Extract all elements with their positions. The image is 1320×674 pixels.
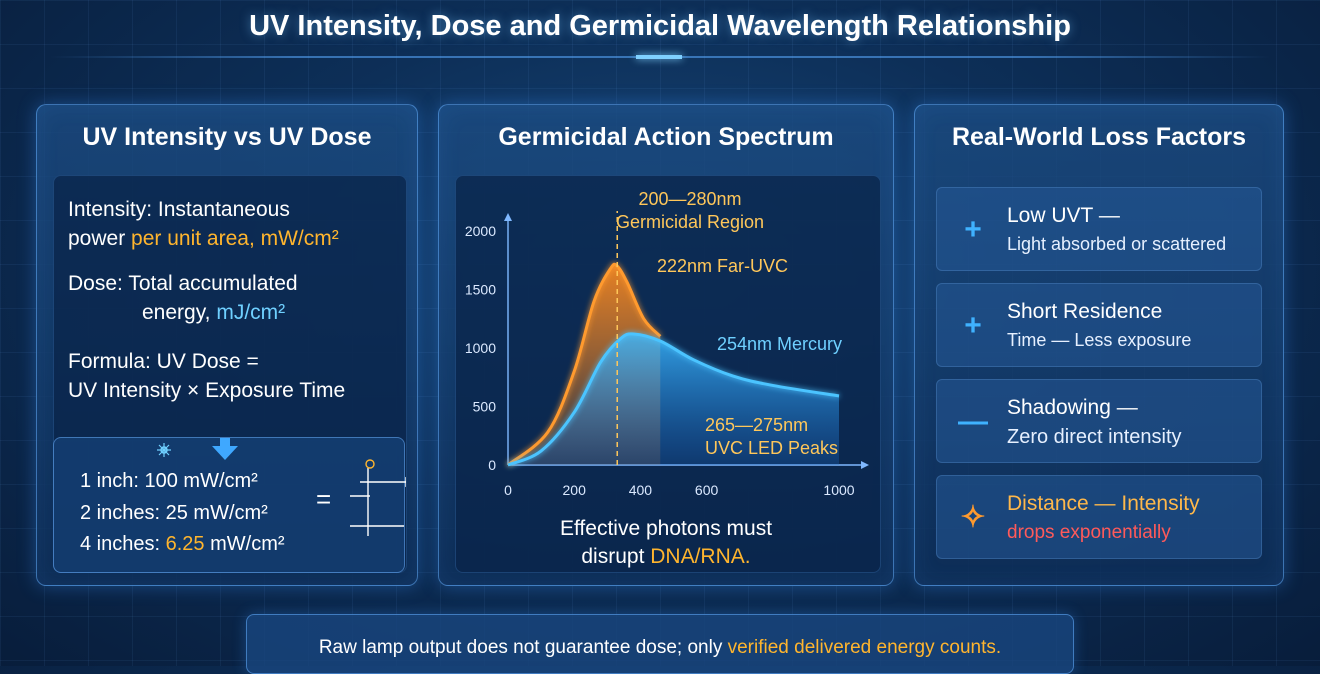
dose-prefix: energy, <box>142 301 217 324</box>
example-label: 1 inch: <box>80 470 145 492</box>
x-tick-label: 200 <box>563 482 587 498</box>
x-tick-label: 1000 <box>823 482 854 498</box>
spectrum-caption: Effective photons must disrupt DNA/RNA. <box>439 515 893 571</box>
y-tick-label: 1000 <box>465 340 496 356</box>
panel-loss-factors: Real-World Loss Factors + Low UVT — Ligh… <box>914 104 1284 586</box>
y-axis-arrow <box>504 213 512 221</box>
equals-sign: = <box>316 484 332 514</box>
x-tick-label: 0 <box>504 482 512 498</box>
panel-title: UV Intensity vs UV Dose <box>82 123 372 151</box>
intensity-prefix: power <box>68 227 132 250</box>
spark-icon: ✧ <box>960 501 986 534</box>
minus-icon: — <box>958 405 988 438</box>
example-value: 100 <box>144 470 178 492</box>
y-tick-label: 0 <box>488 457 496 473</box>
distance-example-box: 1 inch: 100 mW/cm² 2 inches: 25 mW/cm² 4… <box>53 437 406 573</box>
x-tick-label: 600 <box>695 482 719 498</box>
example-4-inches: 4 inches: 6.25 mW/cm² <box>80 533 285 556</box>
y-tick-label: 500 <box>473 399 497 415</box>
mercury-curve-area <box>508 333 839 465</box>
caption-prefix: disrupt <box>581 545 651 568</box>
factor-title: Short Residence <box>1007 300 1163 323</box>
bottom-highlight: verified delivered energy counts. <box>727 637 1002 658</box>
dose-unit: mJ/cm² <box>216 301 286 324</box>
factor-distance: ✧ Distance — Intensity drops exponential… <box>936 475 1262 559</box>
mercury-label: 254nm Mercury <box>717 334 843 354</box>
caption-line-1: Effective photons must <box>559 517 773 540</box>
formula-line-1: Formula: UV Dose = <box>68 350 259 373</box>
example-value: 25 <box>165 502 188 524</box>
panel-intensity-vs-dose: UV Intensity vs UV Dose Intensity: Insta… <box>36 104 418 586</box>
uvc-led-label: 265—275nm UVC LED Peaks <box>705 414 838 460</box>
factor-short-residence: + Short Residence Time — Less exposure <box>936 283 1262 367</box>
dose-line-1: Dose: Total accumulated <box>68 272 298 295</box>
bottom-prefix: Raw lamp output does not guarantee dose;… <box>318 637 728 658</box>
dose-definition: Dose: Total accumulated energy, mJ/cm² <box>68 269 298 327</box>
intensity-line-1: Intensity: Instantaneous <box>68 198 290 221</box>
far-uvc-label: 222nm Far-UVC <box>657 256 789 276</box>
panel-title: Real-World Loss Factors <box>951 123 1247 151</box>
plus-icon: + <box>964 309 982 342</box>
panel-title: Germicidal Action Spectrum <box>498 123 834 151</box>
x-tick-label: 400 <box>629 482 653 498</box>
example-label: 4 inches: <box>80 533 166 555</box>
y-tick-label: 2000 <box>465 223 496 239</box>
formula: Formula: UV Dose = UV Intensity × Exposu… <box>68 347 345 405</box>
bottom-message: Raw lamp output does not guarantee dose;… <box>247 637 1073 659</box>
factor-title: Low UVT — <box>1007 204 1120 227</box>
region-range: 200—280nm <box>638 189 742 209</box>
dose-line-2: energy, mJ/cm² <box>68 298 298 327</box>
chart-series <box>507 262 840 467</box>
factor-low-uvt: + Low UVT — Light absorbed or scattered <box>936 187 1262 271</box>
example-unit: mW/cm² <box>204 533 285 555</box>
plus-icon: + <box>964 213 982 246</box>
y-tick-label: 1500 <box>465 282 496 298</box>
page-title: UV Intensity, Dose and Germicidal Wavele… <box>249 10 1071 42</box>
example-label: 2 inches: <box>80 502 166 524</box>
mercury-curve <box>507 332 840 467</box>
example-unit: mW/cm² <box>177 470 258 492</box>
formula-line-2: UV Intensity × Exposure Time <box>68 379 346 402</box>
axis-glyph-icon <box>350 459 406 536</box>
down-arrow-icon <box>212 438 238 460</box>
sparkle-icon <box>157 443 171 457</box>
x-axis-arrow <box>861 461 869 469</box>
example-value: 6.25 <box>165 533 205 555</box>
factor-shadowing: — Shadowing — Zero direct intensity <box>936 379 1262 463</box>
spectrum-chart: 0 200 400 600 1000 0 500 1000 1500 2000 <box>465 211 869 498</box>
intensity-unit: per unit area, mW/cm² <box>131 227 339 250</box>
far-uvc-curve <box>507 262 662 467</box>
panel-action-spectrum: Germicidal Action Spectrum 0 200 400 600 100… <box>438 104 894 586</box>
example-graphics <box>157 438 406 536</box>
factor-description: drops exponentially <box>1007 522 1171 543</box>
factor-description: Time — Less exposure <box>1007 330 1192 350</box>
caption-line-2: disrupt DNA/RNA. <box>439 543 893 571</box>
intensity-definition: Intensity: Instantaneous power per unit … <box>68 195 339 253</box>
bottom-banner: Raw lamp output does not guarantee dose;… <box>246 614 1074 674</box>
caption-highlight: DNA/RNA. <box>650 545 751 568</box>
example-unit: mW/cm² <box>187 502 268 524</box>
factor-title: Distance — Intensity <box>1007 492 1200 515</box>
factor-title: Shadowing — <box>1007 396 1138 419</box>
factor-description: Zero direct intensity <box>1007 426 1182 448</box>
led-name: UVC LED Peaks <box>705 438 839 458</box>
led-range: 265—275nm <box>705 415 809 435</box>
germicidal-region-label: 200—280nm Germicidal Region <box>615 188 765 234</box>
region-name: Germicidal Region <box>615 212 765 232</box>
intensity-line-2: power per unit area, mW/cm² <box>68 224 339 253</box>
factor-description: Light absorbed or scattered <box>1007 234 1227 254</box>
example-2-inches: 2 inches: 25 mW/cm² <box>80 502 268 525</box>
example-1-inch: 1 inch: 100 mW/cm² <box>80 470 258 493</box>
title-accent <box>636 55 682 59</box>
